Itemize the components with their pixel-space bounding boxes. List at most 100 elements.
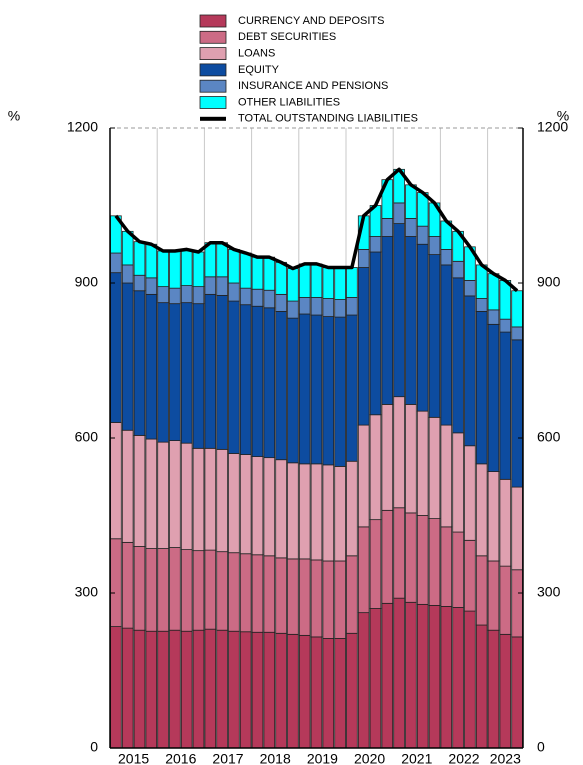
bar-segment <box>133 435 146 547</box>
bar-segment <box>357 424 370 528</box>
x-tick-label: 2016 <box>165 751 196 765</box>
bar-segment <box>334 638 346 749</box>
bar-segment <box>346 460 358 557</box>
bar-segment <box>334 299 346 318</box>
bar-segment <box>499 633 512 749</box>
legend-swatch <box>199 30 227 44</box>
bar-segment <box>334 267 346 300</box>
bar-segment <box>310 636 323 749</box>
bar-segment <box>428 236 441 255</box>
bar-segment <box>239 287 252 306</box>
bar-segment <box>263 631 276 749</box>
bar-segment <box>133 274 146 292</box>
bar-segment <box>298 263 311 298</box>
legend-label: CURRENCY AND DEPOSITS <box>238 15 385 27</box>
legend-swatch <box>199 79 227 93</box>
bar-segment <box>428 605 441 749</box>
bar-segment <box>192 286 205 305</box>
bar-segment <box>145 243 158 279</box>
bar-segment <box>228 552 240 632</box>
bar-segment <box>121 627 134 749</box>
bar-segment <box>475 264 488 299</box>
y2-tick-label: 300 <box>537 584 561 600</box>
bar-segment <box>145 277 158 295</box>
bar-segment <box>239 631 252 749</box>
bar-segment <box>169 547 181 631</box>
bar-segment <box>487 560 500 631</box>
bar-segment <box>475 555 488 626</box>
bar-segment <box>452 531 464 608</box>
bar-segment <box>110 272 122 423</box>
bar-segment <box>440 424 453 528</box>
legend-label: OTHER LIABILITIES <box>238 96 340 108</box>
legend-label: DEBT SECURITIES <box>238 31 336 43</box>
bar-segment <box>393 202 405 224</box>
bar-segment <box>169 250 181 289</box>
bar-segment <box>298 463 311 560</box>
bar-segment <box>334 316 346 467</box>
bar-segment <box>110 252 122 274</box>
bar-segment <box>322 560 335 639</box>
bar-segment <box>499 280 512 320</box>
bar-segment <box>487 273 500 311</box>
bar-segment <box>216 276 228 296</box>
bar-segment <box>499 478 512 567</box>
bar-segment <box>216 448 228 553</box>
bar-segment <box>133 241 146 276</box>
bar-segment <box>298 313 311 465</box>
bar-segment <box>452 432 464 533</box>
bar-segment <box>157 250 169 288</box>
legend-label: LOANS <box>238 48 275 60</box>
bar-segment <box>511 290 523 328</box>
bar-segment <box>511 339 523 488</box>
bar-segment <box>228 282 240 302</box>
bar-segment <box>475 624 488 749</box>
bar-segment <box>416 410 429 516</box>
bar-segment <box>169 303 181 441</box>
bar-segment <box>263 289 276 309</box>
bar-segment <box>464 610 476 749</box>
x-tick-label: 2021 <box>401 751 432 765</box>
bar-segment <box>322 464 335 562</box>
bar-segment <box>464 539 476 612</box>
bar-segment <box>310 314 323 465</box>
bar-segment <box>216 551 228 631</box>
bar-segment <box>275 311 287 461</box>
bar-segment <box>464 295 476 447</box>
bar-segment <box>416 515 429 605</box>
bar-segment <box>334 466 346 562</box>
legend-label: EQUITY <box>238 64 280 76</box>
bar-segment <box>192 629 205 749</box>
bar-segment <box>204 447 217 551</box>
bar-segment <box>145 630 158 749</box>
bar-segment <box>416 243 429 412</box>
bar-segment <box>322 298 335 317</box>
bar-segment <box>239 252 252 289</box>
bar-segment <box>204 549 217 630</box>
bar-segment <box>169 287 181 305</box>
bar-segment <box>511 486 523 571</box>
bar-segment <box>145 293 158 440</box>
bar-segment <box>393 597 405 749</box>
x-tick-label: 2022 <box>448 751 479 765</box>
bar-segment <box>157 286 169 304</box>
bar-segment <box>405 512 417 603</box>
bar-segment <box>157 548 169 632</box>
bar-segment <box>287 462 299 560</box>
bar-segment <box>157 630 169 749</box>
bar-segment <box>393 223 405 398</box>
bar-segment <box>405 236 417 405</box>
bar-segment <box>121 282 134 431</box>
bar-segment <box>133 546 146 631</box>
legend-swatch <box>199 47 227 60</box>
bar-segment <box>275 293 287 312</box>
bar-segment <box>357 526 370 614</box>
bar-segment <box>133 290 146 436</box>
bar-segment <box>452 607 464 749</box>
bar-segment <box>357 249 370 268</box>
total-line <box>114 167 519 293</box>
bar-segment <box>251 288 264 307</box>
bar-segment <box>428 416 441 520</box>
bar-segment <box>145 548 158 632</box>
